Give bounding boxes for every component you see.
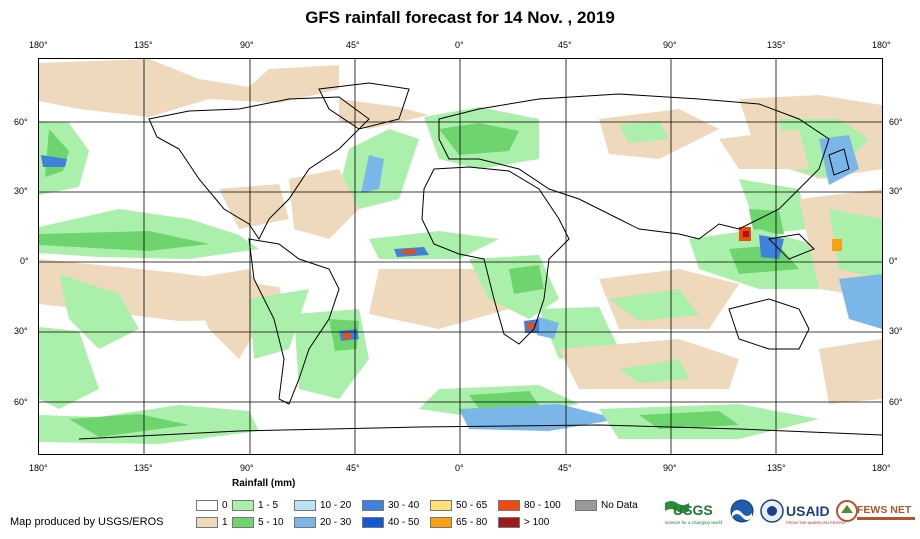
noaa-logo <box>730 499 754 523</box>
usaid-logo: USAID FROM THE AMERICAN PEOPLE <box>760 499 846 525</box>
lon-label: 135° <box>767 463 786 473</box>
legend-item: 40 - 50 <box>362 517 419 528</box>
legend-swatch <box>498 517 520 528</box>
legend-item: 5 - 10 <box>232 517 284 528</box>
legend-swatch <box>294 517 316 528</box>
legend-swatch <box>294 500 316 511</box>
legend-label: 10 - 20 <box>320 500 352 511</box>
lon-label: 45° <box>558 463 572 473</box>
lon-label: 45° <box>346 40 360 50</box>
fewsnet-logo-text: FEWS NET <box>857 504 912 516</box>
legend-swatch <box>362 517 384 528</box>
lon-label: 180° <box>872 40 891 50</box>
legend-swatch <box>232 500 254 511</box>
legend-swatch <box>430 517 452 528</box>
lon-label: 45° <box>346 463 360 473</box>
legend-swatch <box>575 500 597 511</box>
fewsnet-logo: FEWS NET <box>836 500 915 522</box>
legend-label: 40 - 50 <box>388 517 420 528</box>
graticule <box>39 59 882 454</box>
legend-title: Rainfall (mm) <box>232 478 296 489</box>
legend-label: 80 - 100 <box>524 500 561 511</box>
lat-label: 0° <box>20 256 29 266</box>
legend-item: > 100 <box>498 517 549 528</box>
lon-label: 45° <box>558 40 572 50</box>
agency-logos: USGS science for a changing world USAID … <box>663 497 918 529</box>
lon-label: 180° <box>872 463 891 473</box>
lon-label: 135° <box>134 463 153 473</box>
lat-label: 60° <box>14 397 28 407</box>
legend-item: 20 - 30 <box>294 517 351 528</box>
legend-label: 5 - 10 <box>258 517 284 528</box>
usgs-logo: USGS science for a changing world <box>665 501 723 525</box>
usaid-logo-text: USAID <box>786 503 830 519</box>
lat-label: 60° <box>889 397 903 407</box>
legend-label: 1 - 5 <box>258 500 279 511</box>
lon-label: 90° <box>240 463 254 473</box>
lat-label: 30° <box>889 326 903 336</box>
legend-item: 65 - 80 <box>430 517 487 528</box>
legend-label: 20 - 30 <box>320 517 352 528</box>
legend-label: 1 <box>222 517 228 528</box>
legend-label: 50 - 65 <box>456 500 488 511</box>
lon-label: 90° <box>663 463 677 473</box>
continent-outlines <box>78 82 883 440</box>
legend-swatch <box>498 500 520 511</box>
lat-label: 30° <box>889 186 903 196</box>
legend-swatch <box>196 500 218 511</box>
rainfall-map <box>38 58 883 455</box>
legend-label: No Data <box>601 500 638 511</box>
legend-item: 30 - 40 <box>362 500 419 511</box>
legend-item: 10 - 20 <box>294 500 351 511</box>
lat-label: 30° <box>14 186 28 196</box>
legend-swatch <box>232 517 254 528</box>
legend-item: 1 <box>196 517 228 528</box>
lon-label: 135° <box>134 40 153 50</box>
legend-item: No Data <box>575 500 638 511</box>
usgs-tagline: science for a changing world <box>665 520 723 525</box>
legend-swatch <box>430 500 452 511</box>
usgs-logo-text: USGS <box>673 502 713 518</box>
legend-swatch <box>196 517 218 528</box>
legend-label: 0 <box>222 500 228 511</box>
rainfall-fields <box>39 59 882 444</box>
map-canvas <box>39 59 883 454</box>
lon-label: 180° <box>29 40 48 50</box>
legend-item: 0 <box>196 500 228 511</box>
lon-label: 0° <box>455 463 464 473</box>
map-credit: Map produced by USGS/EROS <box>10 516 164 528</box>
legend-item: 1 - 5 <box>232 500 278 511</box>
lon-label: 90° <box>240 40 254 50</box>
usaid-tagline: FROM THE AMERICAN PEOPLE <box>786 520 846 525</box>
legend-label: 65 - 80 <box>456 517 488 528</box>
lat-label: 60° <box>889 117 903 127</box>
legend-swatch <box>362 500 384 511</box>
map-title: GFS rainfall forecast for 14 Nov. , 2019 <box>305 8 615 27</box>
lat-label: 30° <box>14 326 28 336</box>
legend-item: 50 - 65 <box>430 500 487 511</box>
lon-label: 90° <box>663 40 677 50</box>
logos-canvas: USGS science for a changing world USAID … <box>665 499 915 525</box>
lon-label: 180° <box>29 463 48 473</box>
lat-label: 0° <box>889 256 898 266</box>
legend-label: > 100 <box>524 517 550 528</box>
lat-label: 60° <box>14 117 28 127</box>
lon-label: 135° <box>767 40 786 50</box>
legend-label: 30 - 40 <box>388 500 420 511</box>
lon-label: 0° <box>455 40 464 50</box>
legend-item: 80 - 100 <box>498 500 561 511</box>
